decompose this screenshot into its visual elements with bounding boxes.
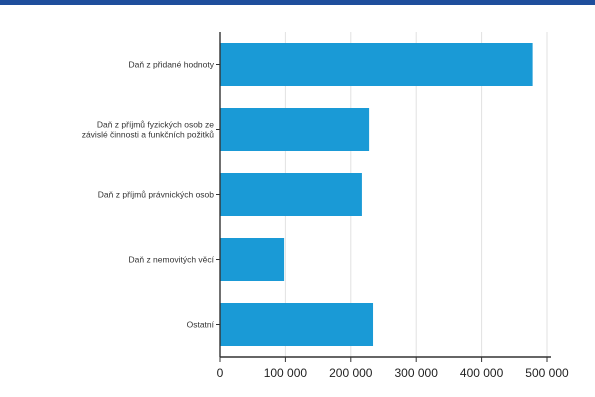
bars	[220, 43, 533, 346]
bar	[220, 238, 285, 281]
bar	[220, 173, 362, 216]
x-tick-labels: 0 100 000 200 000 300 000 400 000 500 000	[217, 366, 569, 380]
axes	[216, 32, 551, 362]
x-tick-label: 300 000	[395, 366, 439, 380]
x-tick-label: 500 000	[525, 366, 569, 380]
category-label: Daň z přidané hodnoty	[128, 60, 214, 70]
category-label: Daň z příjmů fyzických osob ze	[97, 120, 214, 130]
bar	[220, 108, 370, 151]
x-tick-label: 0	[217, 366, 224, 380]
x-tick-label: 200 000	[329, 366, 373, 380]
category-label: Ostatní	[187, 320, 215, 330]
bar	[220, 303, 374, 346]
category-labels: Daň z přidané hodnoty Daň z příjmů fyzick…	[82, 60, 215, 330]
x-tick-label: 400 000	[460, 366, 504, 380]
category-label: Daň z příjmů právnických osob	[98, 190, 214, 200]
category-label: závislé činnosti a funkčních požitků	[82, 130, 215, 140]
bar	[220, 43, 533, 86]
header-bar	[0, 0, 595, 5]
category-label: Daň z nemovitých věcí	[128, 255, 214, 265]
x-tick-label: 100 000	[264, 366, 308, 380]
